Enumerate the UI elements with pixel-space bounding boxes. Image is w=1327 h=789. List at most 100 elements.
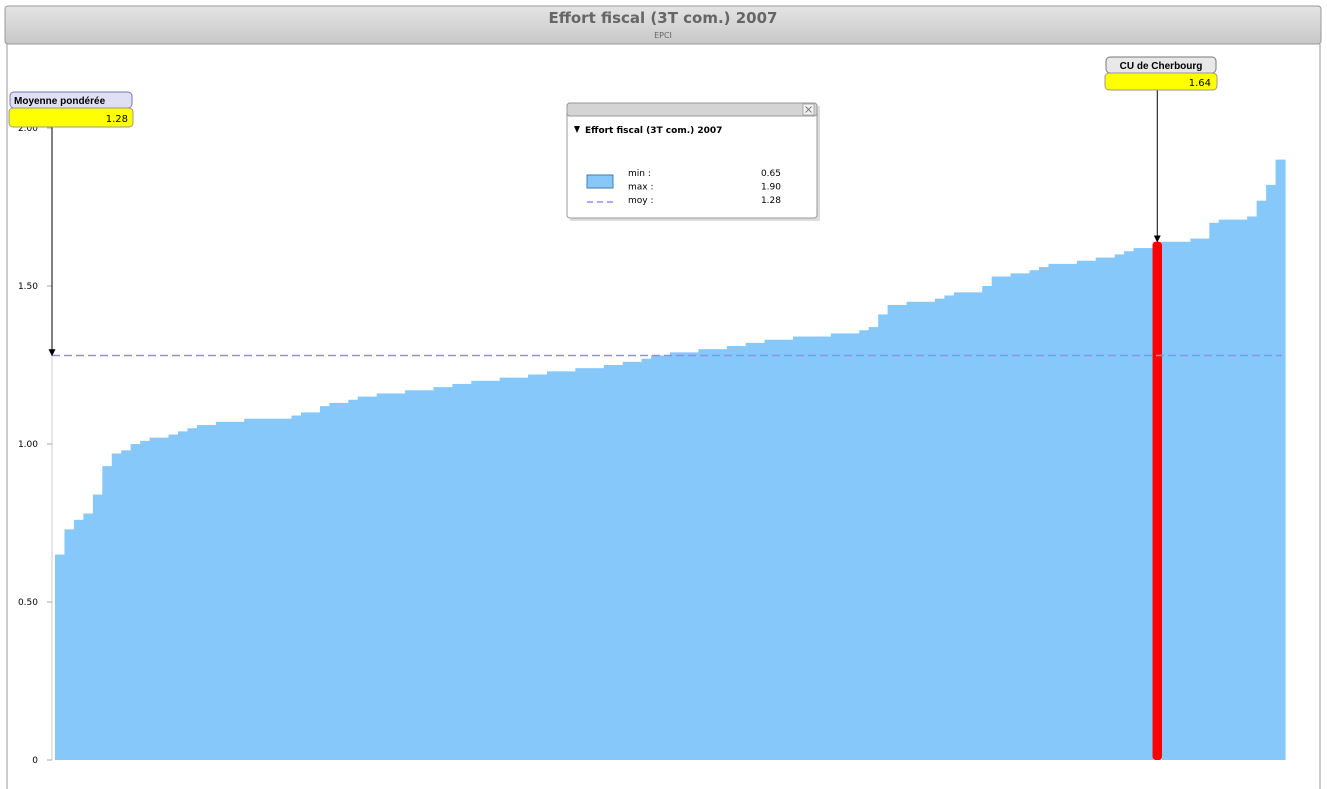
bar — [225, 421, 236, 760]
bar — [1105, 257, 1116, 760]
legend-stat-name: max : — [628, 183, 654, 193]
bar — [386, 393, 397, 760]
bar — [556, 371, 567, 760]
bar — [575, 368, 586, 760]
bar — [783, 339, 794, 760]
bar — [509, 377, 520, 760]
mean-value-box — [8, 107, 134, 128]
bar — [376, 393, 387, 760]
bar — [111, 453, 122, 760]
bar — [329, 402, 340, 760]
bar — [802, 336, 813, 760]
bar — [424, 390, 435, 760]
bar — [196, 425, 207, 760]
y-tick-label: 0.50 — [18, 598, 38, 608]
bar — [206, 425, 217, 760]
legend-swatch — [586, 174, 614, 189]
bar — [565, 371, 576, 760]
bar — [1001, 276, 1012, 760]
plot: 0 0.50 1.00 1.50 2.00 — [18, 124, 1286, 766]
bar — [1209, 222, 1220, 761]
bar — [405, 390, 416, 760]
bar — [660, 355, 671, 760]
bar — [149, 437, 160, 760]
bar — [679, 352, 690, 760]
bar — [1086, 260, 1097, 760]
bar — [442, 387, 453, 760]
bar — [272, 418, 283, 760]
legend-toggle — [574, 126, 580, 133]
bar — [793, 336, 804, 760]
bar — [215, 421, 226, 760]
bar — [1067, 263, 1078, 760]
bar — [925, 301, 936, 760]
bar — [121, 450, 132, 760]
bar — [1275, 159, 1286, 761]
bar — [73, 519, 84, 760]
bar — [1057, 263, 1068, 760]
bar — [1048, 263, 1059, 760]
bar — [1266, 184, 1277, 760]
y-tick-label: 1.50 — [18, 282, 38, 292]
bar — [849, 333, 860, 760]
bar — [1256, 200, 1267, 760]
bar — [613, 365, 624, 760]
legend-stat-value: 0.65 — [761, 169, 781, 179]
bar — [1180, 241, 1191, 760]
highlight-bar — [1152, 241, 1162, 760]
bar — [518, 377, 529, 760]
highlight-value-box — [1104, 72, 1218, 91]
bar — [916, 301, 927, 760]
bar — [774, 339, 785, 760]
bar — [764, 339, 775, 760]
bar — [594, 368, 605, 760]
bar — [178, 431, 189, 760]
bar — [102, 466, 113, 760]
bar — [1114, 254, 1125, 760]
bar — [887, 304, 898, 760]
bar — [282, 418, 293, 760]
bar — [840, 333, 851, 760]
y-tick-label: 2.00 — [18, 124, 38, 134]
bar — [906, 301, 917, 760]
bar — [1228, 219, 1239, 760]
mean-label: Moyenne pondérée — [14, 96, 106, 107]
bar — [55, 554, 66, 760]
bar — [471, 380, 482, 760]
bar — [953, 292, 964, 760]
bar — [537, 374, 548, 760]
bar — [291, 415, 302, 760]
bar — [1124, 251, 1135, 761]
bar — [92, 494, 103, 760]
bar — [944, 295, 955, 760]
bar — [1237, 219, 1248, 760]
bar — [651, 355, 662, 760]
bar — [982, 286, 993, 760]
bar — [263, 418, 274, 760]
header-bar — [4, 5, 1322, 45]
bar — [547, 371, 558, 760]
bar — [755, 342, 766, 760]
bar — [234, 421, 245, 760]
bar — [745, 342, 756, 760]
bar — [414, 390, 425, 760]
mean-value: 1.28 — [106, 114, 128, 125]
bar — [641, 358, 652, 760]
bar — [1076, 260, 1087, 760]
bar — [1020, 273, 1031, 760]
legend-stat-name: min : — [628, 169, 651, 179]
bar — [64, 529, 75, 760]
legend-stat-name: moy : — [628, 196, 654, 206]
bar — [319, 406, 330, 760]
bar — [1199, 238, 1210, 761]
bar — [433, 387, 444, 760]
bar — [972, 292, 983, 760]
bar — [168, 434, 179, 760]
bar — [357, 396, 368, 760]
bar — [897, 304, 908, 760]
bar — [707, 349, 718, 760]
bar — [1247, 216, 1258, 761]
bar — [688, 352, 699, 760]
